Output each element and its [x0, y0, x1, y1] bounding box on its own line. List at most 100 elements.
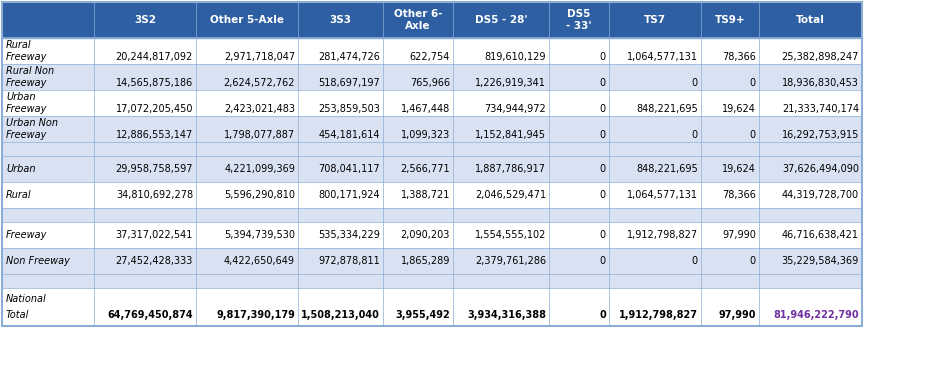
Text: 2,624,572,762: 2,624,572,762 — [224, 78, 295, 88]
Text: 0: 0 — [692, 130, 698, 140]
Bar — [2, 38, 862, 64]
Text: 34,810,692,278: 34,810,692,278 — [116, 190, 193, 200]
Bar — [2, 156, 862, 182]
Text: 734,944,972: 734,944,972 — [484, 104, 546, 114]
Text: 0: 0 — [600, 190, 606, 200]
Bar — [2, 208, 862, 222]
Text: 4,422,650,649: 4,422,650,649 — [224, 256, 295, 266]
Bar — [2, 274, 862, 288]
Text: 848,221,695: 848,221,695 — [636, 104, 698, 114]
Text: 454,181,614: 454,181,614 — [319, 130, 380, 140]
Text: 5,394,739,530: 5,394,739,530 — [224, 230, 295, 240]
Bar — [2, 288, 862, 326]
Text: Freeway: Freeway — [6, 130, 47, 140]
Text: 0: 0 — [600, 104, 606, 114]
Bar — [2, 2, 862, 38]
Bar — [2, 142, 862, 156]
Text: 97,990: 97,990 — [722, 230, 756, 240]
Text: National: National — [6, 294, 46, 304]
Text: 0: 0 — [600, 230, 606, 240]
Text: 535,334,229: 535,334,229 — [319, 230, 380, 240]
Text: 35,229,584,369: 35,229,584,369 — [782, 256, 859, 266]
Text: 17,072,205,450: 17,072,205,450 — [116, 104, 193, 114]
Text: Freeway: Freeway — [6, 230, 47, 240]
Text: DS5 - 28': DS5 - 28' — [475, 15, 527, 25]
Text: 1,388,721: 1,388,721 — [401, 190, 450, 200]
Text: 253,859,503: 253,859,503 — [319, 104, 380, 114]
Text: Rural: Rural — [6, 40, 31, 50]
Text: 1,865,289: 1,865,289 — [401, 256, 450, 266]
Text: 1,064,577,131: 1,064,577,131 — [627, 190, 698, 200]
Text: 848,221,695: 848,221,695 — [636, 164, 698, 174]
Text: Non Freeway: Non Freeway — [6, 256, 70, 266]
Text: 81,946,222,790: 81,946,222,790 — [774, 310, 859, 321]
Text: 78,366: 78,366 — [722, 190, 756, 200]
Text: 27,452,428,333: 27,452,428,333 — [116, 256, 193, 266]
Text: 14,565,875,186: 14,565,875,186 — [116, 78, 193, 88]
Text: 1,467,448: 1,467,448 — [401, 104, 450, 114]
Text: 1,912,798,827: 1,912,798,827 — [627, 230, 698, 240]
Text: 64,769,450,874: 64,769,450,874 — [107, 310, 193, 321]
Text: 0: 0 — [692, 256, 698, 266]
Text: 0: 0 — [750, 130, 756, 140]
Text: Freeway: Freeway — [6, 104, 47, 114]
Text: 819,610,129: 819,610,129 — [484, 52, 546, 62]
Text: Other 6-
Axle: Other 6- Axle — [393, 9, 443, 31]
Text: 1,099,323: 1,099,323 — [401, 130, 450, 140]
Text: 1,226,919,341: 1,226,919,341 — [475, 78, 546, 88]
Text: 44,319,728,700: 44,319,728,700 — [782, 190, 859, 200]
Text: 0: 0 — [750, 78, 756, 88]
Text: 37,317,022,541: 37,317,022,541 — [116, 230, 193, 240]
Text: 37,626,494,090: 37,626,494,090 — [782, 164, 859, 174]
Text: 0: 0 — [750, 256, 756, 266]
Text: 3S2: 3S2 — [134, 15, 156, 25]
Text: 21,333,740,174: 21,333,740,174 — [782, 104, 859, 114]
Text: 25,382,898,247: 25,382,898,247 — [781, 52, 859, 62]
Text: Rural Non: Rural Non — [6, 66, 54, 76]
Text: 16,292,753,915: 16,292,753,915 — [781, 130, 859, 140]
Bar — [2, 2, 862, 326]
Text: Urban Non: Urban Non — [6, 118, 58, 128]
Text: 18,936,830,453: 18,936,830,453 — [782, 78, 859, 88]
Text: Urban: Urban — [6, 164, 35, 174]
Text: Total: Total — [796, 15, 825, 25]
Text: 2,379,761,286: 2,379,761,286 — [475, 256, 546, 266]
Text: 708,041,117: 708,041,117 — [319, 164, 380, 174]
Text: 20,244,817,092: 20,244,817,092 — [116, 52, 193, 62]
Text: 1,887,786,917: 1,887,786,917 — [475, 164, 546, 174]
Text: 1,554,555,102: 1,554,555,102 — [475, 230, 546, 240]
Text: TS7: TS7 — [644, 15, 666, 25]
Text: 2,423,021,483: 2,423,021,483 — [224, 104, 295, 114]
Text: 281,474,726: 281,474,726 — [319, 52, 380, 62]
Text: 0: 0 — [600, 78, 606, 88]
Text: 2,971,718,047: 2,971,718,047 — [224, 52, 295, 62]
Text: 0: 0 — [599, 310, 606, 321]
Text: 4,221,099,369: 4,221,099,369 — [224, 164, 295, 174]
Text: 1,508,213,040: 1,508,213,040 — [301, 310, 380, 321]
Text: 0: 0 — [600, 130, 606, 140]
Text: 2,046,529,471: 2,046,529,471 — [475, 190, 546, 200]
Text: 19,624: 19,624 — [722, 104, 756, 114]
Text: Freeway: Freeway — [6, 52, 47, 62]
Bar — [2, 248, 862, 274]
Text: 800,171,924: 800,171,924 — [319, 190, 380, 200]
Text: 3S3: 3S3 — [330, 15, 352, 25]
Bar — [2, 64, 862, 90]
Text: 97,990: 97,990 — [719, 310, 756, 321]
Bar — [2, 182, 862, 208]
Text: Total: Total — [6, 310, 29, 321]
Text: 1,152,841,945: 1,152,841,945 — [475, 130, 546, 140]
Text: 3,955,492: 3,955,492 — [395, 310, 450, 321]
Text: 1,912,798,827: 1,912,798,827 — [619, 310, 698, 321]
Bar — [2, 116, 862, 142]
Text: 5,596,290,810: 5,596,290,810 — [224, 190, 295, 200]
Text: 0: 0 — [600, 256, 606, 266]
Text: 0: 0 — [692, 78, 698, 88]
Text: 0: 0 — [600, 52, 606, 62]
Text: Freeway: Freeway — [6, 78, 47, 88]
Text: Rural: Rural — [6, 190, 31, 200]
Text: 1,064,577,131: 1,064,577,131 — [627, 52, 698, 62]
Text: 0: 0 — [600, 164, 606, 174]
Text: 78,366: 78,366 — [722, 52, 756, 62]
Text: TS9+: TS9+ — [715, 15, 745, 25]
